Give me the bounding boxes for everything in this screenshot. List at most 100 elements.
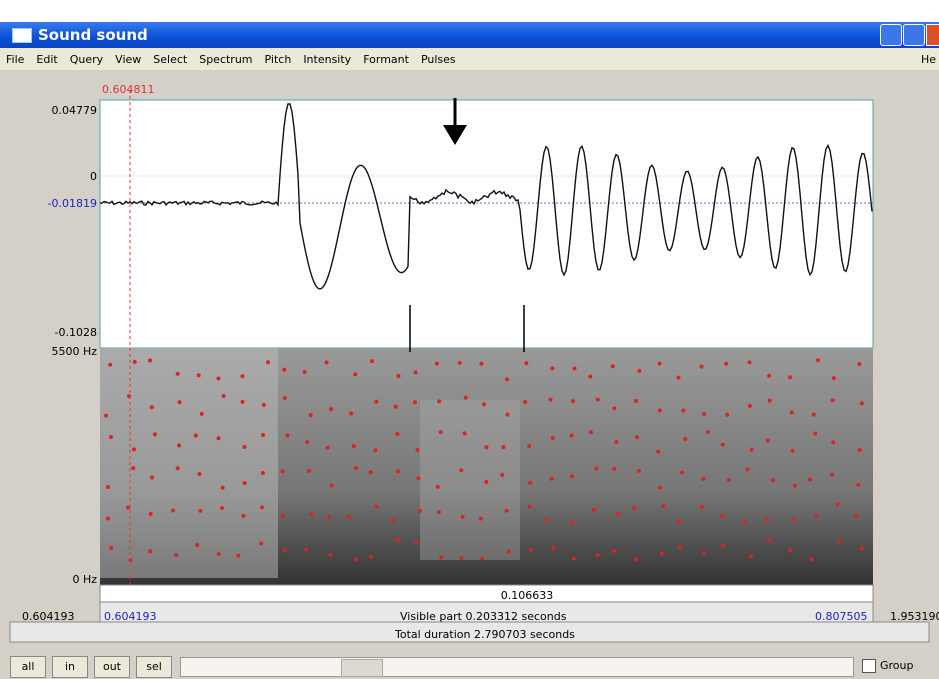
- zoom-out-button[interactable]: out: [94, 656, 130, 678]
- minimize-button[interactable]: [880, 24, 902, 46]
- formant-dot: [676, 519, 681, 524]
- formant-dot: [242, 445, 247, 450]
- formant-dot: [368, 554, 373, 559]
- formant-dot: [549, 476, 554, 481]
- formant-dot: [193, 433, 198, 438]
- formant-dot: [657, 408, 662, 413]
- formant-dot: [171, 508, 176, 513]
- formant-dot: [792, 483, 797, 488]
- window-icon: [12, 28, 32, 43]
- formant-dot: [105, 516, 110, 521]
- formant-dot: [324, 360, 329, 365]
- formant-dot: [792, 517, 797, 522]
- formant-dot: [131, 466, 136, 471]
- formant-dot: [594, 466, 599, 471]
- formant-dot: [261, 402, 266, 407]
- formant-dot: [195, 542, 200, 547]
- menu-item[interactable]: Pulses: [420, 53, 456, 66]
- formant-dot: [815, 358, 820, 363]
- menu-bar: File Edit Query View Select Spectrum Pitch Inte…: [0, 48, 939, 70]
- formant-dot: [196, 373, 201, 378]
- formant-dot: [436, 510, 441, 515]
- formant-dot: [308, 413, 313, 418]
- editor-canvas: [9, 90, 930, 643]
- formant-dot: [569, 520, 574, 525]
- menu-item[interactable]: Select: [153, 53, 188, 66]
- menu-item[interactable]: Pitch: [264, 53, 292, 66]
- formant-dot: [837, 538, 842, 543]
- formant-dot: [242, 480, 247, 485]
- menu-item[interactable]: He: [921, 53, 937, 66]
- formant-dot: [478, 516, 483, 521]
- formant-dot: [637, 368, 642, 373]
- formant-dot: [236, 553, 241, 558]
- menu-item[interactable]: Intensity: [303, 53, 352, 66]
- title-bar: Sound sound: [0, 22, 939, 48]
- maximize-button[interactable]: [903, 24, 925, 46]
- menu-item[interactable]: File: [6, 53, 25, 66]
- wave-min: -0.1028: [54, 326, 97, 339]
- formant-dot: [504, 508, 509, 513]
- formant-dot: [548, 397, 553, 402]
- formant-dot: [544, 517, 549, 522]
- formant-dot: [527, 504, 532, 509]
- formant-dot: [612, 406, 617, 411]
- formant-dot: [391, 518, 396, 523]
- zoom-sel-button[interactable]: sel: [136, 656, 172, 678]
- formant-dot: [216, 552, 221, 557]
- formant-dot: [435, 484, 440, 489]
- formant-dot: [328, 553, 333, 558]
- formant-dot: [198, 508, 203, 513]
- formant-dot: [197, 471, 202, 476]
- formant-dot: [749, 447, 754, 452]
- formant-dot: [616, 511, 621, 516]
- menu-item[interactable]: View: [115, 53, 142, 66]
- scrollbar[interactable]: [180, 657, 854, 677]
- menu-item[interactable]: Edit: [36, 53, 58, 66]
- formant-dot: [656, 449, 661, 454]
- scroll-thumb[interactable]: [341, 659, 383, 677]
- zoom-all-button[interactable]: all: [10, 656, 46, 678]
- formant-dot: [808, 477, 813, 482]
- formant-dot: [303, 547, 308, 552]
- formant-dot: [199, 411, 204, 416]
- formant-dot: [370, 359, 375, 364]
- group-label: Group: [880, 659, 914, 672]
- menu-item[interactable]: Spectrum: [199, 53, 253, 66]
- close-button[interactable]: [926, 24, 939, 46]
- zoom-in-button[interactable]: in: [52, 656, 88, 678]
- formant-dot: [282, 396, 287, 401]
- formant-dot: [374, 399, 379, 404]
- menu-item[interactable]: Formant: [363, 53, 409, 66]
- window-title: Sound sound: [38, 26, 148, 44]
- formant-dot: [811, 412, 816, 417]
- cursor-time: 0.604811: [102, 83, 155, 96]
- formant-dot: [216, 436, 221, 441]
- formant-dot: [457, 360, 462, 365]
- total-end: 1.953190: [890, 610, 939, 623]
- formant-dot: [302, 370, 307, 375]
- formant-dot: [572, 366, 577, 371]
- formant-dot: [480, 556, 485, 561]
- formant-dot: [307, 468, 312, 473]
- arrow-head: [443, 125, 467, 145]
- formant-dot: [393, 404, 398, 409]
- formant-dot: [109, 545, 114, 550]
- formant-dot: [126, 505, 131, 510]
- formant-dot: [177, 400, 182, 405]
- formant-dot: [484, 445, 489, 450]
- formant-dot: [373, 448, 378, 453]
- formant-dot: [177, 443, 182, 448]
- formant-dot: [767, 398, 772, 403]
- formant-dot: [766, 538, 771, 543]
- formant-dot: [482, 402, 487, 407]
- menu-item[interactable]: Query: [69, 53, 104, 66]
- formant-dot: [305, 440, 310, 445]
- formant-dot: [434, 361, 439, 366]
- spectrum-top: 5500 Hz: [51, 345, 97, 358]
- formant-dot: [280, 469, 285, 474]
- group-checkbox[interactable]: [862, 659, 876, 673]
- formant-dot: [595, 397, 600, 402]
- total-bar: [9, 621, 930, 643]
